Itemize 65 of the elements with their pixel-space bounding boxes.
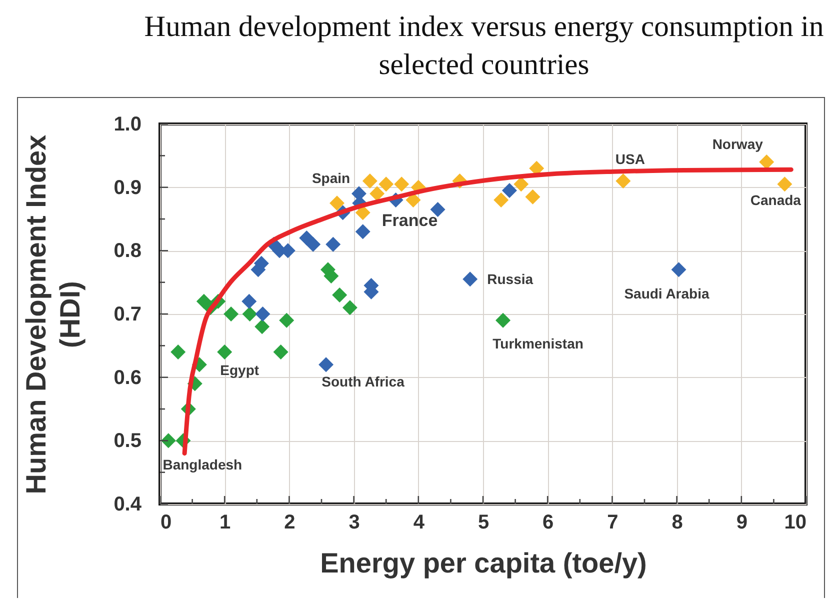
point (525, 189, 540, 204)
y-tick-label: 0.6 (114, 366, 142, 389)
point (362, 174, 378, 188)
point (514, 176, 528, 192)
point (759, 154, 774, 170)
annotation: Norway (712, 136, 764, 152)
annotation: Egypt (220, 362, 260, 378)
point (255, 306, 270, 322)
annotation: Russia (487, 271, 534, 288)
y-tick-label: 0.8 (114, 240, 142, 262)
point (332, 288, 347, 302)
point (462, 272, 478, 287)
point (326, 236, 340, 252)
point (306, 236, 320, 252)
point (370, 186, 384, 202)
y-tick-label: 0.7 (114, 304, 142, 326)
x-tick-label: 1 (220, 512, 231, 534)
point (502, 183, 517, 198)
point (671, 262, 686, 278)
point (394, 176, 409, 192)
point (217, 344, 232, 360)
point (496, 312, 510, 328)
y-axis-title: Human Development Index (HDI) (20, 134, 86, 494)
point (342, 300, 358, 316)
point (318, 357, 334, 372)
point (616, 174, 631, 188)
x-tick-label: 0 (160, 512, 172, 534)
point (224, 306, 238, 322)
x-tick-label: 8 (672, 512, 683, 534)
annotation: France (382, 211, 438, 230)
point (170, 344, 186, 360)
point (777, 176, 792, 192)
chart-title: Human development index versus energy consumption in selected countries (143, 10, 825, 83)
x-tick-label: 5 (478, 512, 490, 534)
point (254, 319, 270, 334)
point (279, 312, 294, 328)
x-tick-label: 7 (607, 512, 618, 534)
y-tick-label: 0.4 (114, 494, 142, 516)
x-tick-label: 10 (784, 512, 806, 534)
point (494, 192, 508, 208)
x-tick-label: 4 (413, 512, 426, 534)
annotation: South Africa (322, 374, 405, 390)
x-tick-label: 6 (542, 512, 554, 534)
annotation: Canada (750, 192, 802, 208)
annotation: Turkmenistan (492, 335, 584, 352)
y-tick-label: 0.5 (114, 430, 142, 452)
x-tick-label: 2 (284, 512, 296, 534)
point (355, 224, 370, 240)
annotation: USA (615, 151, 645, 167)
point (406, 192, 421, 208)
point (355, 205, 370, 220)
point (378, 176, 394, 192)
y-tick-label: 1.0 (114, 114, 142, 136)
point (242, 294, 257, 309)
annotation: Bangladesh (162, 456, 242, 473)
point (161, 433, 176, 448)
point (330, 196, 344, 211)
x-tick-label: 3 (348, 512, 360, 534)
y-tick-label: 0.9 (114, 176, 142, 199)
annotation: Spain (312, 170, 350, 186)
x-tick-label: 9 (736, 512, 748, 534)
annotation: Saudi Arabia (624, 286, 710, 302)
point (273, 344, 288, 360)
point (242, 306, 258, 322)
x-axis-title: Energy per capita (toe/y) (320, 548, 647, 578)
